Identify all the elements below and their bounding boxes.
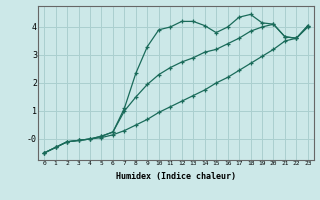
X-axis label: Humidex (Indice chaleur): Humidex (Indice chaleur) bbox=[116, 172, 236, 181]
